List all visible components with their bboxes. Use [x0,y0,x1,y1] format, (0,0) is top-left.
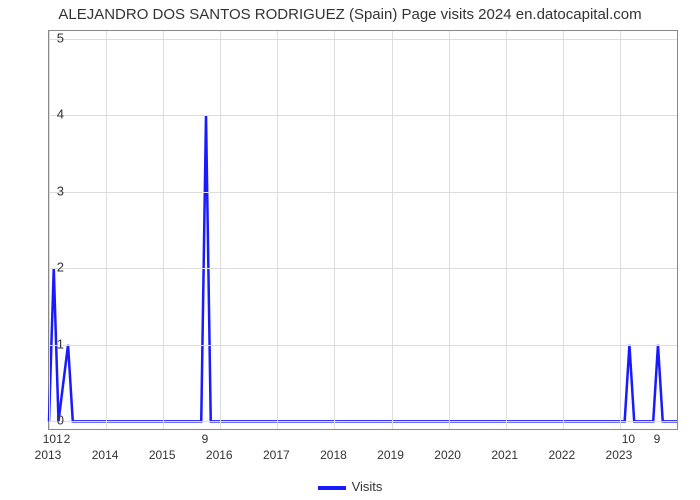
x-axis-year-tick: 2013 [35,448,62,462]
legend-swatch [318,486,346,490]
x-axis-year-tick: 2014 [92,448,119,462]
y-axis-tick: 0 [44,413,64,428]
y-axis-tick: 2 [44,260,64,275]
y-axis-tick: 3 [44,183,64,198]
grid-line-horizontal [49,192,677,193]
x-axis-point-label: 10 [622,432,635,446]
grid-line-vertical [392,31,393,429]
grid-line-vertical [163,31,164,429]
chart-title: ALEJANDRO DOS SANTOS RODRIGUEZ (Spain) P… [0,6,700,23]
grid-line-vertical [506,31,507,429]
legend: Visits [0,479,700,494]
grid-line-vertical [220,31,221,429]
x-axis-year-tick: 2016 [206,448,233,462]
x-axis-year-tick: 2022 [548,448,575,462]
x-axis-year-tick: 2021 [491,448,518,462]
x-axis-year-tick: 2018 [320,448,347,462]
line-series [49,31,677,429]
y-axis-tick: 4 [44,107,64,122]
grid-line-horizontal [49,345,677,346]
x-axis-year-tick: 2020 [434,448,461,462]
x-axis-point-label: 2 [64,432,71,446]
grid-line-vertical [277,31,278,429]
grid-line-vertical [334,31,335,429]
legend-label: Visits [352,479,383,494]
grid-line-horizontal [49,421,677,422]
y-axis-tick: 5 [44,30,64,45]
x-axis-year-tick: 2017 [263,448,290,462]
x-axis-point-label: 9 [654,432,661,446]
grid-line-vertical [106,31,107,429]
x-axis-year-tick: 2019 [377,448,404,462]
y-axis-tick: 1 [44,336,64,351]
grid-line-horizontal [49,115,677,116]
grid-line-horizontal [49,268,677,269]
x-axis-year-tick: 2023 [606,448,633,462]
chart-container: ALEJANDRO DOS SANTOS RODRIGUEZ (Spain) P… [0,0,700,500]
x-axis-point-label: 9 [202,432,209,446]
x-axis-year-tick: 2015 [149,448,176,462]
grid-line-vertical [620,31,621,429]
grid-line-vertical [449,31,450,429]
x-axis-point-label: 101 [43,432,63,446]
grid-line-horizontal [49,39,677,40]
grid-line-vertical [563,31,564,429]
plot-area [48,30,678,430]
grid-line-vertical [49,31,50,429]
